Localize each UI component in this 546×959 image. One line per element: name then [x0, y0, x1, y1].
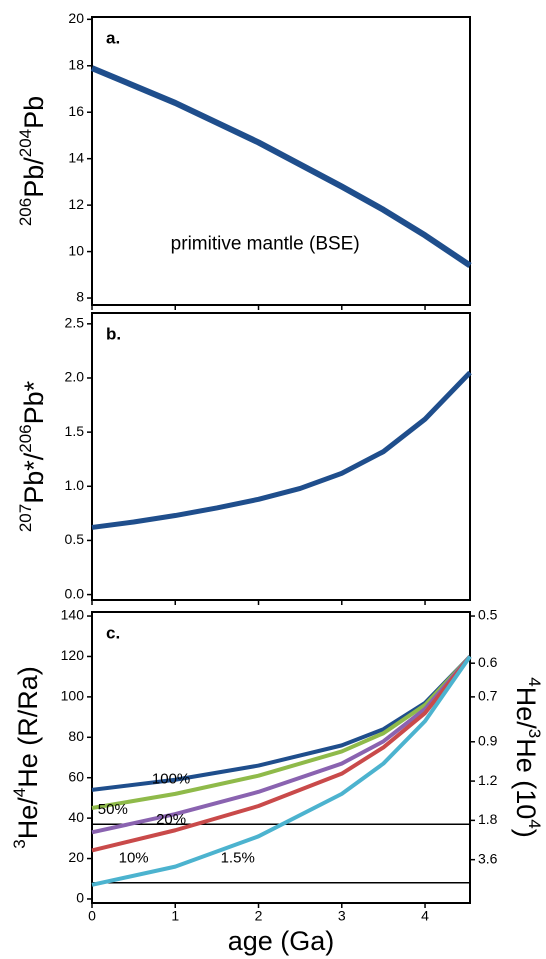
plot-frame [91, 611, 471, 904]
y-tick-label: 20 [68, 849, 84, 865]
series-label: 100% [152, 771, 190, 788]
axis-label-part: Pb [19, 96, 49, 129]
axis-label-part: He (10 [511, 738, 541, 819]
y-tick-label: 16 [68, 103, 84, 119]
plot-frame [91, 16, 471, 306]
y-tick-label: 2.5 [65, 315, 85, 331]
series-label: 10% [119, 850, 149, 867]
y-tick-label: 2.0 [65, 369, 85, 385]
axis-label: 206Pb/204Pb [16, 96, 49, 226]
y-tick-label: 10 [68, 242, 84, 258]
panel-label: a. [106, 28, 120, 47]
data-line [91, 370, 472, 530]
y2-tick-label: 1.2 [478, 772, 498, 788]
series-label: primitive mantle (BSE) [171, 234, 360, 255]
data-line [91, 655, 472, 810]
x-tick-label: 4 [421, 908, 429, 924]
y2-tick-label: 3.6 [478, 850, 498, 866]
panel-label: b. [106, 324, 121, 343]
x-tick-label: 0 [88, 908, 96, 924]
axis-label-part: 4 [10, 788, 29, 797]
data-line [91, 655, 472, 853]
x-axis-label: age (Ga) [228, 926, 335, 956]
axis-label-part: 204 [16, 129, 35, 157]
axis-label-part: Pb*/ [19, 452, 49, 504]
y-tick-label: 0.5 [65, 531, 85, 547]
axis-label-part: 207 [16, 504, 35, 532]
series-label: 50% [98, 801, 128, 818]
panel-label: c. [106, 623, 120, 642]
x-tick-label: 3 [338, 908, 346, 924]
y-tick-label: 0 [76, 890, 84, 906]
series-label: 20% [156, 811, 186, 828]
axis-label-part: He/ [511, 687, 541, 730]
series-label: 1.5% [221, 850, 255, 867]
x-tick-label: 2 [255, 908, 263, 924]
data-line [90, 65, 472, 269]
y-tick-label: 100 [61, 688, 85, 704]
axis-label-part: He (R/Ra) [13, 666, 43, 788]
y-tick-label: 14 [68, 149, 84, 165]
axis-label-part: 3 [525, 729, 544, 738]
axis-label-part: He/ [13, 797, 43, 840]
axis-label: 3He/4He (R/Ra) [10, 666, 43, 848]
y-tick-label: 20 [68, 10, 84, 26]
plot-frame [91, 312, 471, 601]
axis-label-part: 4 [525, 819, 544, 828]
y-tick-label: 40 [68, 809, 84, 825]
axis-label-part: 3 [10, 839, 29, 848]
data-line [91, 655, 472, 887]
y-tick-label: 8 [76, 289, 84, 305]
y-tick-label: 0.0 [65, 585, 85, 601]
y2-tick-label: 0.6 [478, 654, 498, 670]
y2-tick-label: 0.7 [478, 688, 498, 704]
y-tick-label: 1.5 [65, 423, 85, 439]
axis-label-part: 206 [16, 198, 35, 226]
axis-label: 4He/3He (104) [511, 677, 544, 837]
y-tick-label: 1.0 [65, 477, 85, 493]
axis-label-part: ) [511, 829, 541, 838]
y-tick-label: 12 [68, 196, 84, 212]
axis-label-part: Pb/ [19, 157, 49, 198]
axis-label-part: 206 [16, 424, 35, 452]
y2-tick-label: 1.8 [478, 811, 498, 827]
x-tick-label: 1 [171, 908, 179, 924]
data-line [91, 655, 472, 835]
axis-label-part: Pb* [19, 380, 49, 424]
y-tick-label: 18 [68, 56, 84, 72]
y-tick-label: 60 [68, 768, 84, 784]
y-tick-label: 140 [61, 607, 85, 623]
y-tick-label: 80 [68, 728, 84, 744]
axis-label: 207Pb*/206Pb* [16, 380, 49, 532]
axis-label-part: 4 [525, 677, 544, 686]
y2-tick-label: 0.5 [478, 607, 498, 623]
y2-tick-label: 0.9 [478, 732, 498, 748]
y-tick-label: 120 [61, 647, 85, 663]
